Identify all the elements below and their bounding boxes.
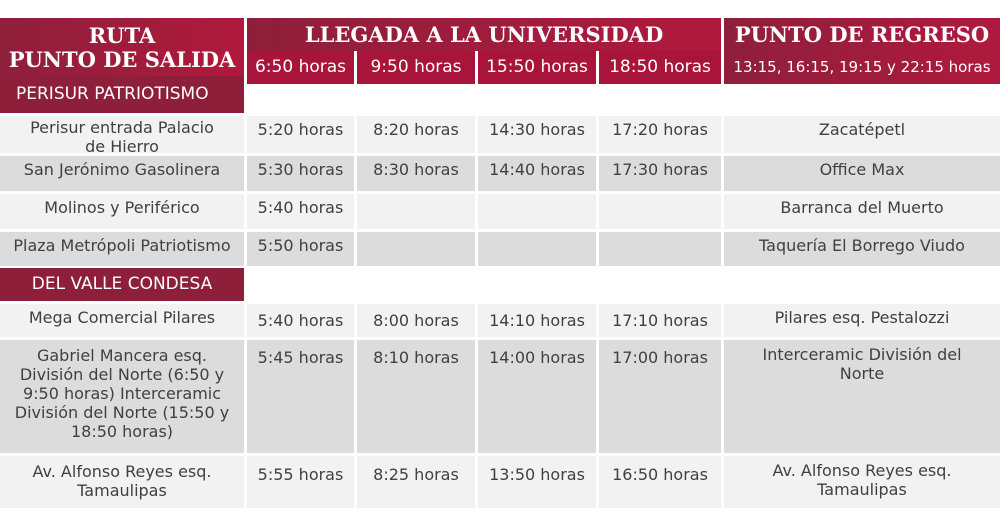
row-time: 14:00 horas [478, 340, 596, 453]
row-time: 8:30 horas [357, 156, 475, 191]
row-time: 8:25 horas [357, 456, 475, 508]
row-time: 14:30 horas [478, 116, 596, 153]
row-time: 17:20 horas [599, 116, 721, 153]
row-return: Pilares esq. Pestalozzi [724, 304, 1000, 337]
row-origin: Molinos y Periférico [0, 194, 244, 229]
row-time: 17:10 horas [599, 304, 721, 337]
row-return: Interceramic División del Norte [724, 340, 1000, 453]
time-header-1550: 15:50 horas [478, 51, 596, 84]
row-return: Barranca del Muerto [724, 194, 1000, 229]
row-time: 8:20 horas [357, 116, 475, 153]
row-time: 16:50 horas [599, 456, 721, 508]
ruta-title: RUTA [88, 23, 156, 48]
row-origin: Plaza Metrópoli Patriotismo [0, 232, 244, 266]
row-time: 17:00 horas [599, 340, 721, 453]
row-origin: San Jerónimo Gasolinera [0, 156, 244, 191]
row-time: 8:10 horas [357, 340, 475, 453]
row-time: 8:00 horas [357, 304, 475, 337]
row-time: 17:30 horas [599, 156, 721, 191]
row-time [357, 194, 475, 229]
row-time [599, 194, 721, 229]
row-time: 5:20 horas [247, 116, 354, 153]
row-time [478, 232, 596, 266]
regreso-title: PUNTO DE REGRESO [724, 18, 1000, 51]
time-header-950: 9:50 horas [357, 51, 475, 84]
row-time: 5:40 horas [247, 194, 354, 229]
llegada-title: LLEGADA A LA UNIVERSIDAD [247, 18, 721, 51]
time-header-650: 6:50 horas [247, 51, 354, 84]
row-time: 14:40 horas [478, 156, 596, 191]
row-time: 13:50 horas [478, 456, 596, 508]
row-time: 5:55 horas [247, 456, 354, 508]
time-header-1850: 18:50 horas [599, 51, 721, 84]
row-time [599, 232, 721, 266]
row-time: 5:40 horas [247, 304, 354, 337]
row-time: 14:10 horas [478, 304, 596, 337]
row-origin: Gabriel Mancera esq. División del Norte … [0, 340, 244, 453]
row-time: 5:50 horas [247, 232, 354, 266]
row-return: Av. Alfonso Reyes esq. Tamaulipas [724, 456, 1000, 508]
section-delvalle-label: DEL VALLE CONDESA [0, 268, 244, 301]
regreso-times: 13:15, 16:15, 19:15 y 22:15 horas [724, 51, 1000, 84]
row-origin: Mega Comercial Pilares [0, 304, 244, 337]
row-return: Zacatépetl [724, 116, 1000, 153]
section-perisur-label: PERISUR PATRIOTISMO [0, 76, 244, 113]
row-origin: Perisur entrada Palacio de Hierro [0, 116, 244, 156]
punto-salida-title: PUNTO DE SALIDA [8, 47, 236, 72]
row-time: 5:45 horas [247, 340, 354, 453]
row-return: Office Max [724, 156, 1000, 191]
row-origin: Av. Alfonso Reyes esq. Tamaulipas [0, 456, 244, 508]
row-return: Taquería El Borrego Viudo [724, 232, 1000, 266]
row-time [357, 232, 475, 266]
row-time [478, 194, 596, 229]
row-time: 5:30 horas [247, 156, 354, 191]
